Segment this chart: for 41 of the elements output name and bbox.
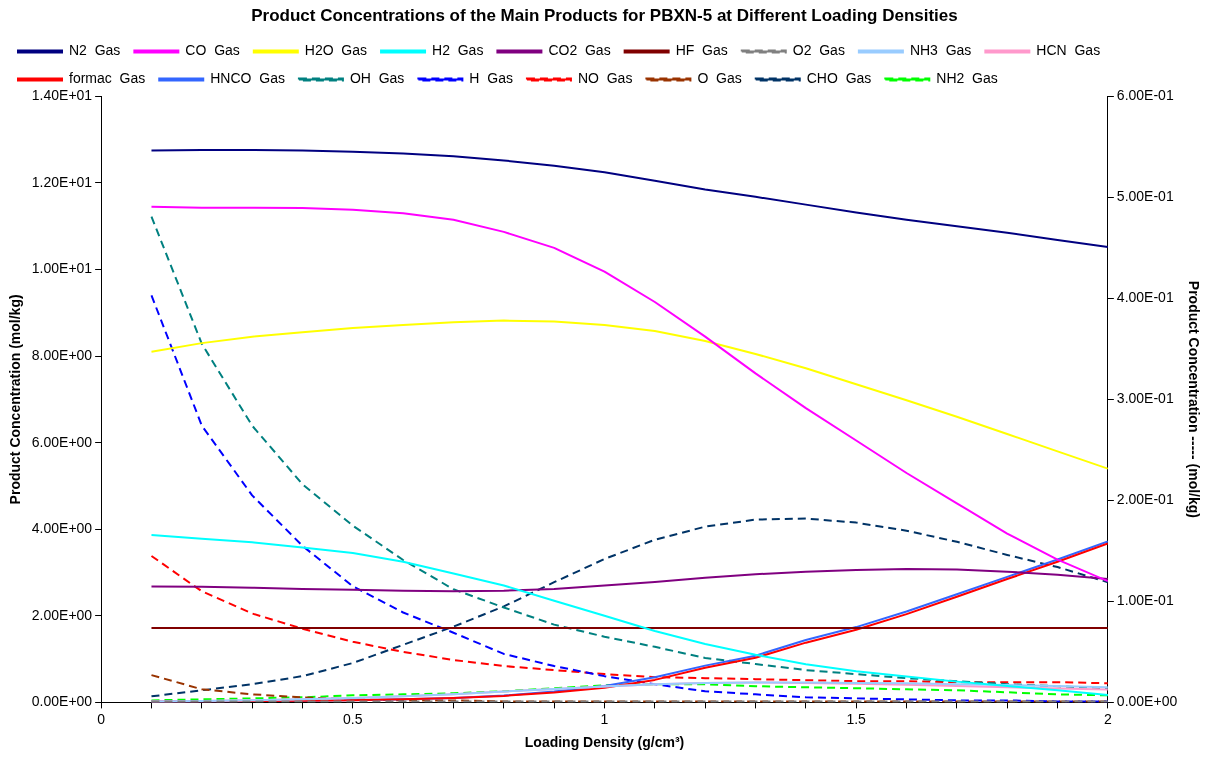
y-tick-label: 2.00E+00 xyxy=(31,606,93,623)
y2-tick-label: 2.00E-01 xyxy=(1116,491,1174,508)
x-tick-label: 1 xyxy=(600,710,609,727)
y-tick-label: 1.00E+01 xyxy=(31,260,93,277)
y-axis-title: Product Concentration (mol/kg) xyxy=(7,294,24,505)
legend-label: NH2 Gas xyxy=(936,70,998,87)
y2-tick-label: 3.00E-01 xyxy=(1116,390,1174,407)
y-tick-label: 6.00E+00 xyxy=(31,433,93,450)
legend-label: N2 Gas xyxy=(69,42,121,59)
y2-tick-label: 5.00E-01 xyxy=(1116,188,1174,205)
legend-label: H2O Gas xyxy=(304,42,368,59)
legend-label: O Gas xyxy=(697,70,742,87)
legend-label: NH3 Gas xyxy=(909,42,972,59)
y-tick-label: 8.00E+00 xyxy=(31,346,93,363)
y2-tick-label: 1.00E-01 xyxy=(1116,592,1174,609)
y-tick-label: 4.00E+00 xyxy=(31,520,93,537)
legend-label: CO Gas xyxy=(185,42,240,59)
y2-tick-label: 6.00E-01 xyxy=(1116,87,1174,104)
legend-label: HCN Gas xyxy=(1036,42,1101,59)
legend-label: HNCO Gas xyxy=(210,70,285,87)
chart-title: Product Concentrations of the Main Products for PBXN-5 at Different Loading Densities xyxy=(251,5,958,25)
legend-label: H2 Gas xyxy=(432,42,484,59)
y2-tick-label: 0.00E+00 xyxy=(1116,693,1178,710)
legend-label: CO2 Gas xyxy=(548,42,611,59)
legend-label: O2 Gas xyxy=(792,42,845,59)
x-tick-label: 2 xyxy=(1103,710,1112,727)
x-tick-label: 0 xyxy=(97,710,106,727)
legend-label: CHO Gas xyxy=(806,70,872,87)
y-tick-label: 1.20E+01 xyxy=(31,173,93,190)
y2-tick-label: 4.00E-01 xyxy=(1116,289,1174,306)
x-tick-label: 1.5 xyxy=(846,710,867,727)
legend-label: OH Gas xyxy=(349,70,405,87)
y-tick-label: 0.00E+00 xyxy=(31,693,93,710)
x-axis-title: Loading Density (g/cm³) xyxy=(524,734,685,751)
legend-label: H Gas xyxy=(469,70,513,87)
y-tick-label: 1.40E+01 xyxy=(31,87,93,104)
legend-label: formac Gas xyxy=(69,70,146,87)
y2-axis-title: Product Concentration ----- (mol/kg) xyxy=(1185,280,1202,518)
x-tick-label: 0.5 xyxy=(343,710,363,727)
legend-label: NO Gas xyxy=(577,70,633,87)
legend-label: HF Gas xyxy=(675,42,728,59)
